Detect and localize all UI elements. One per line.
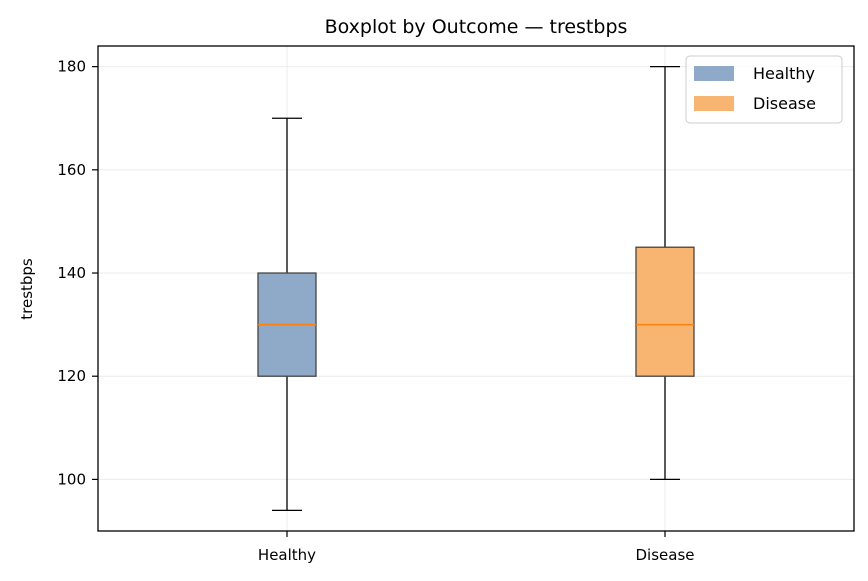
y-tick-label: 160: [57, 161, 86, 179]
y-tick-label: 140: [57, 264, 86, 282]
x-tick-label: Healthy: [258, 546, 316, 564]
y-axis: 100 120 140 160 180: [57, 58, 98, 488]
legend: Healthy Disease: [685, 55, 843, 124]
iqr-box: [635, 246, 695, 377]
box-healthy: [257, 117, 317, 512]
legend-label-healthy: Healthy: [753, 64, 815, 83]
y-tick-label: 180: [57, 58, 86, 76]
y-tick-label: 100: [57, 470, 86, 488]
x-axis: Healthy Disease: [258, 531, 695, 564]
box-group: [257, 65, 695, 512]
legend-swatch-disease: [694, 96, 734, 111]
box-disease: [635, 65, 695, 481]
legend-swatch-healthy: [694, 66, 734, 81]
plot-frame: [97, 45, 855, 532]
y-tick-label: 120: [57, 367, 86, 385]
chart-title: Boxplot by Outcome — trestbps: [325, 16, 628, 38]
legend-label-disease: Disease: [753, 94, 816, 113]
x-tick-label: Disease: [636, 546, 695, 564]
y-axis-label: trestbps: [18, 258, 36, 320]
